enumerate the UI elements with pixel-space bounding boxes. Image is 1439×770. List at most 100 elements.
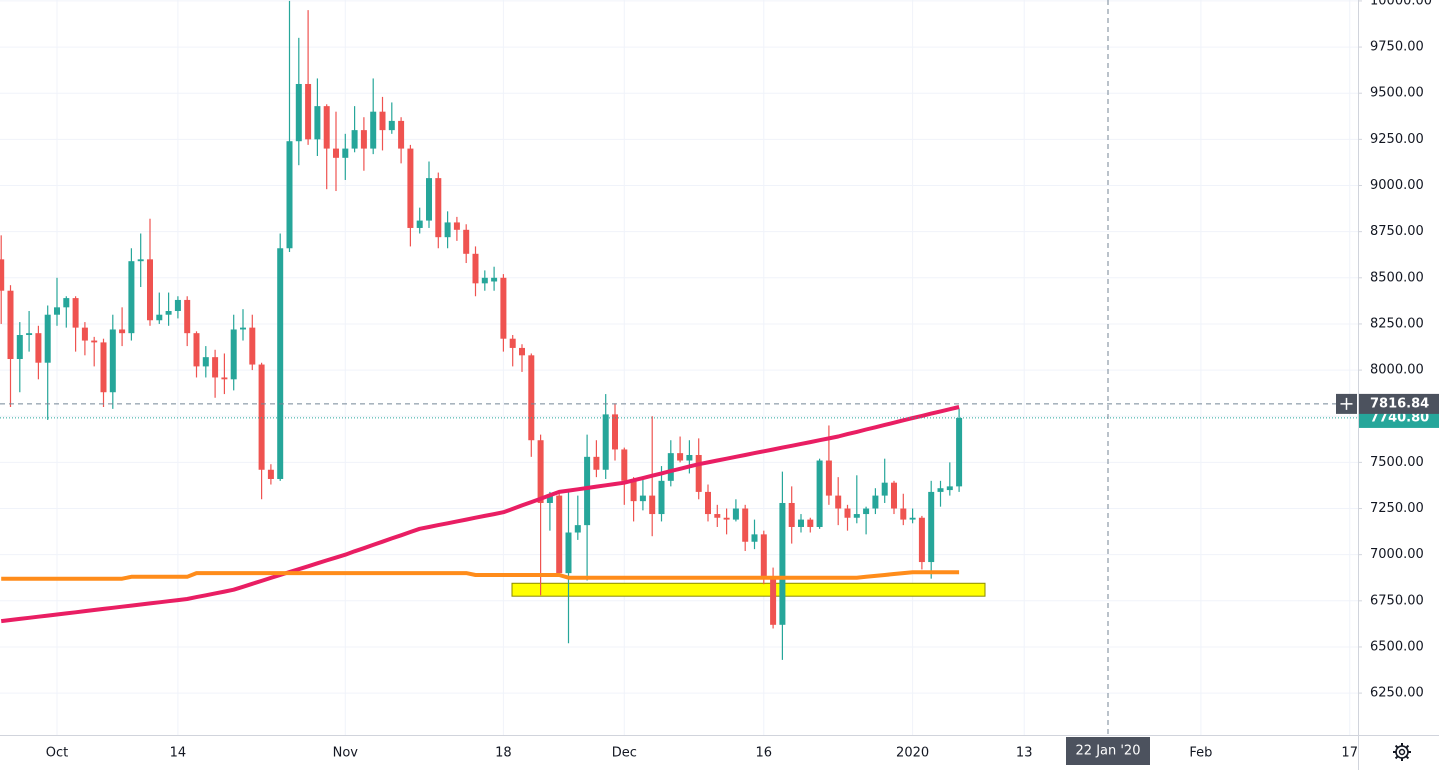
candle-body (26, 333, 33, 336)
candle-body (546, 495, 553, 503)
candle-body (463, 229, 470, 254)
candle-body (174, 299, 181, 312)
y-tick-label: 8750.00 (1370, 224, 1424, 239)
x-tick-label: 17 (1341, 746, 1358, 761)
candle-body (128, 261, 135, 334)
crosshair-price-label: 7816.84 (1370, 396, 1429, 411)
candle-body (602, 414, 609, 470)
candle-body (379, 111, 386, 131)
x-tick-label: Nov (333, 746, 359, 761)
x-tick-label: 2020 (896, 746, 929, 761)
candle-body (314, 106, 321, 140)
plot-area (0, 0, 986, 660)
candle-body (639, 495, 646, 502)
settings-icon[interactable] (1393, 743, 1411, 761)
candle-body (491, 277, 498, 282)
x-tick-label: Dec (612, 746, 637, 761)
candle-body (72, 298, 79, 328)
candle-body (0, 259, 5, 291)
candle-body (221, 377, 228, 380)
candle-body (816, 460, 823, 527)
candle-body (44, 314, 51, 363)
candle-body (528, 355, 535, 441)
candle-body (937, 488, 944, 492)
candle-body (258, 364, 265, 470)
grid (0, 0, 1358, 735)
candle-body (574, 525, 581, 533)
crosshair-date-badge (1066, 737, 1150, 765)
candle-body (156, 314, 163, 321)
y-tick-label: 9500.00 (1370, 86, 1424, 101)
crosshair-date-label: 22 Jan '20 (1076, 744, 1141, 759)
x-tick-label: 13 (1016, 746, 1033, 761)
candle-body (742, 508, 749, 542)
candle-body (500, 277, 507, 339)
y-tick-label: 8500.00 (1370, 270, 1424, 285)
candle-body (825, 460, 832, 496)
candle-body (416, 220, 423, 228)
candle-body (35, 333, 42, 363)
candle-body (91, 340, 98, 343)
candle-body (407, 148, 414, 228)
candle-body (519, 347, 525, 356)
y-tick-label: 9250.00 (1370, 132, 1424, 147)
candle-body (649, 495, 656, 515)
candle-body (147, 259, 153, 321)
candle-body (909, 517, 916, 520)
support-zone (511, 582, 986, 597)
candle-body (109, 329, 116, 393)
candle-body (630, 480, 637, 502)
candle-body (398, 120, 405, 149)
candle-body (193, 333, 200, 367)
y-tick-label: 7500.00 (1370, 455, 1424, 470)
candle-body (54, 307, 60, 315)
candle-body (240, 327, 246, 330)
candle-body (481, 277, 488, 284)
candle-body (770, 576, 777, 625)
candle-body (537, 440, 544, 503)
candle-body (946, 486, 953, 491)
candle-body (202, 357, 209, 367)
candle-body (426, 178, 432, 221)
candle-body (677, 453, 684, 461)
candle-body (686, 454, 693, 461)
moving-average-line (0, 405, 960, 624)
candle-body (323, 106, 330, 149)
candle-body (509, 338, 516, 348)
y-tick-label: 6500.00 (1370, 639, 1424, 654)
x-tick-label: 14 (170, 746, 187, 761)
candle-body (388, 120, 395, 131)
x-tick-label: 18 (495, 746, 512, 761)
candle-body (863, 508, 870, 515)
candle-body (705, 491, 711, 515)
crosshair-price-badge (1359, 393, 1439, 414)
x-tick-label: Oct (46, 746, 68, 761)
y-tick-label: 8250.00 (1370, 316, 1424, 331)
candle-body (286, 141, 293, 249)
candle-body (714, 514, 721, 518)
candle-body (435, 178, 442, 238)
candle-body (621, 449, 628, 481)
candle-body (732, 508, 739, 520)
candle-body (844, 508, 851, 518)
y-tick-label: 9750.00 (1370, 40, 1424, 55)
candle-body (351, 130, 358, 149)
candle-body (751, 534, 758, 542)
candle-body (807, 519, 814, 527)
y-tick-label: 6750.00 (1370, 593, 1424, 608)
y-tick-label: 7250.00 (1370, 501, 1424, 516)
candle-body (472, 253, 479, 284)
candle-body (695, 454, 702, 492)
candle-body (658, 480, 665, 515)
candle-body (342, 148, 349, 158)
candle-body (798, 519, 804, 527)
candle-body (333, 148, 339, 158)
gear-teeth (1393, 743, 1411, 761)
y-tick-label: 8000.00 (1370, 363, 1424, 378)
candle-body (137, 259, 144, 262)
crosshair-add-icon (1340, 397, 1353, 410)
candle-body (249, 327, 256, 365)
candle-body (788, 502, 795, 527)
candle-body (165, 311, 172, 315)
